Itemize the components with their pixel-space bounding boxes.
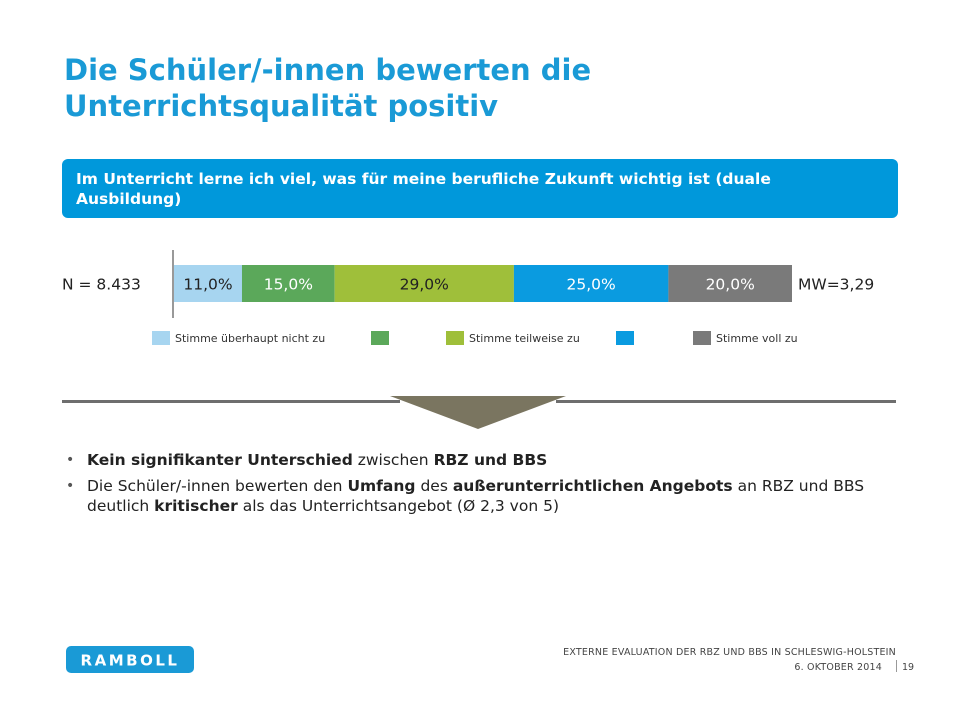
- bullet-bold-text: außerunterrichtlichen Angebots: [452, 477, 733, 495]
- bullet-text: des: [415, 477, 453, 495]
- bar-segment: [668, 265, 792, 302]
- bullet-text: zwischen: [352, 451, 434, 469]
- legend-label: Stimme voll zu: [716, 332, 798, 345]
- title-line-2: Unterrichtsqualität positiv: [64, 89, 499, 123]
- divider-left: [62, 400, 400, 403]
- bullet-bold-text: kritischer: [154, 497, 238, 515]
- bar-value-label: 20,0%: [706, 276, 755, 294]
- legend-label: Stimme überhaupt nicht zu: [175, 332, 325, 345]
- bar-value-label: 15,0%: [264, 276, 313, 294]
- footer-date: 6. OKTOBER 2014: [794, 662, 882, 673]
- down-arrow-icon: [390, 396, 566, 429]
- page-number: 19: [902, 662, 915, 673]
- legend-swatch: [371, 331, 389, 345]
- bar-value-label: 29,0%: [400, 276, 449, 294]
- question-banner: Im Unterricht lerne ich viel, was für me…: [62, 159, 898, 218]
- mean-value-label: MW=3,29: [798, 276, 874, 294]
- bullet-dot-icon: •: [66, 452, 75, 468]
- bullet-dot-icon: •: [66, 478, 75, 494]
- footer-separator: [896, 660, 897, 672]
- bullet-bold-text: Umfang: [347, 477, 416, 495]
- ramboll-logo: RAMBOLL: [66, 646, 194, 673]
- bar-segment: [334, 265, 514, 302]
- title-line-1: Die Schüler/-innen bewerten die: [64, 53, 592, 87]
- bullet-item: • Kein signifikanter Unterschied zwischen…: [66, 450, 896, 470]
- stacked-bar-chart: N = 8.433 MW=3,29 11,0% 15,0% 29,0% 25,0% 20,0…: [62, 250, 874, 345]
- question-text: Im Unterricht lerne ich viel, was für me…: [76, 170, 771, 208]
- bar-segment: [513, 265, 669, 302]
- bar-value-label: 11,0%: [183, 276, 232, 294]
- bullet-text: an RBZ und BBS deutlich: [87, 477, 865, 515]
- bar-segment: [241, 265, 335, 302]
- bullet-bold-text: Kein signifikanter Unterschied: [87, 451, 353, 469]
- legend-swatch: [446, 331, 464, 345]
- bullet-text: als das Unterrichtsangebot (Ø 2,3 von 5): [237, 497, 559, 515]
- page-title: Die Schüler/-innen bewerten die Unterric…: [64, 52, 884, 124]
- legend-label: Stimme teilweise zu: [469, 332, 580, 345]
- bar-value-label: 25,0%: [567, 276, 616, 294]
- bullet-list: • Kein signifikanter Unterschied zwischen…: [66, 450, 896, 522]
- bullet-item: • Die Schüler/-innen bewerten den Umfang …: [66, 476, 896, 516]
- bullet-text: Die Schüler/-innen bewerten den: [87, 477, 348, 495]
- legend-swatch: [616, 331, 634, 345]
- sample-size-label: N = 8.433: [62, 276, 141, 294]
- legend-swatch: [152, 331, 170, 345]
- divider-right: [556, 400, 896, 403]
- svg-text:RAMBOLL: RAMBOLL: [81, 651, 180, 669]
- bar-segment: [174, 265, 242, 302]
- legend-swatch: [693, 331, 711, 345]
- ramboll-wordmark: RAMBOLL: [81, 651, 180, 669]
- bullet-bold-text: RBZ und BBS: [433, 451, 548, 469]
- footer-document-title: EXTERNE EVALUATION DER RBZ UND BBS IN SC…: [563, 647, 896, 658]
